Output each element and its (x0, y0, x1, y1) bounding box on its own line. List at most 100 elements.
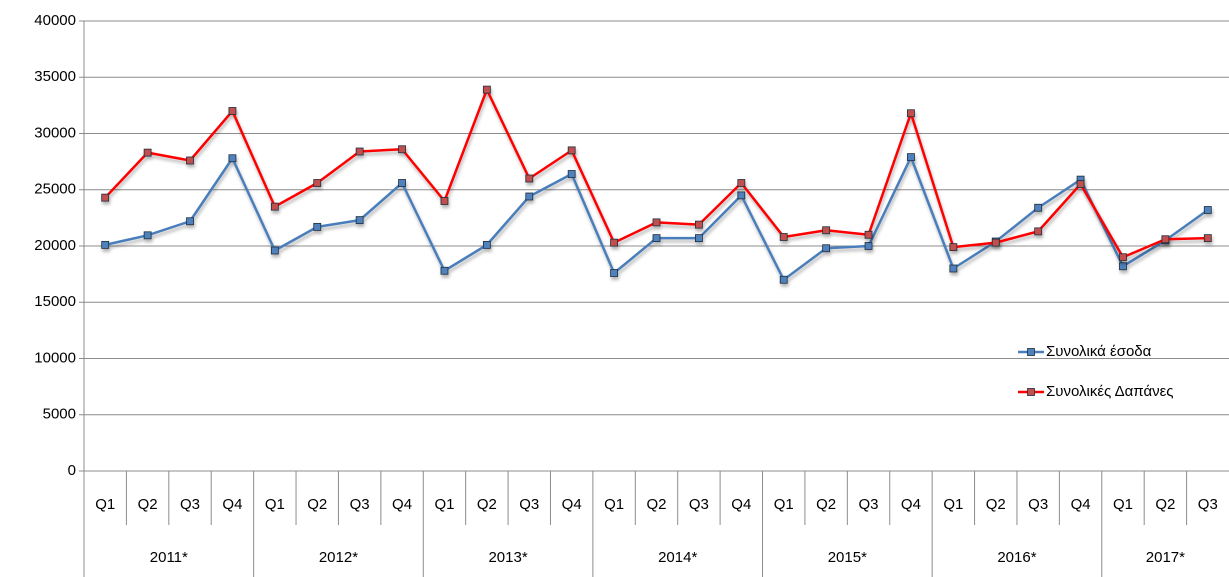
marker (949, 264, 958, 273)
series-line (104, 88, 1208, 259)
x-tick-label: Q1 (1113, 496, 1133, 513)
marker (567, 146, 576, 155)
legend-label: Συνολικά έσοδα (1046, 343, 1152, 360)
x-tick-label: Q4 (222, 496, 242, 513)
x-tick-label: Q2 (816, 496, 836, 513)
x-tick-label: Q2 (138, 496, 158, 513)
marker (398, 179, 406, 187)
marker (440, 266, 449, 275)
marker (737, 179, 746, 187)
marker (440, 197, 449, 205)
legend-marker (1027, 348, 1035, 356)
legend-marker (1027, 388, 1035, 396)
y-tick-label: 10000 (34, 349, 76, 366)
series-line (104, 155, 1209, 281)
marker (101, 240, 110, 249)
marker (567, 170, 576, 178)
marker (143, 231, 152, 240)
series (101, 153, 1212, 284)
marker (779, 275, 788, 284)
marker (525, 192, 534, 201)
x-tick-label: Q3 (859, 496, 879, 513)
marker (1119, 253, 1127, 262)
marker (907, 109, 915, 118)
y-tick-label: 15000 (34, 293, 76, 310)
marker (398, 145, 406, 154)
x-tick-label: Q3 (519, 496, 539, 513)
y-tick-label: 30000 (34, 124, 76, 141)
x-tick-label: Q4 (562, 496, 582, 513)
marker (1203, 206, 1212, 214)
x-tick-label: Q4 (392, 496, 412, 513)
y-tick-label: 40000 (34, 12, 76, 29)
x-group-label: 2014* (658, 549, 697, 566)
x-tick-label: Q3 (689, 496, 709, 513)
marker (864, 230, 873, 239)
marker (143, 148, 152, 157)
marker (482, 85, 491, 94)
x-tick-label: Q1 (604, 496, 624, 513)
x-group-label: 2013* (488, 549, 527, 566)
x-tick-label: Q1 (774, 496, 794, 513)
x-tick-label: Q1 (265, 496, 285, 513)
marker (1076, 180, 1085, 189)
marker (1161, 235, 1170, 244)
marker (695, 234, 703, 243)
marker (652, 234, 661, 243)
x-tick-label: Q2 (307, 496, 327, 513)
marker (525, 174, 534, 183)
marker (779, 233, 788, 241)
y-tick-label: 25000 (34, 181, 76, 198)
y-tick-label: 20000 (34, 237, 76, 254)
marker (652, 218, 661, 227)
x-tick-label: Q3 (180, 496, 200, 513)
marker (228, 107, 237, 115)
marker (270, 202, 279, 211)
marker (355, 147, 364, 156)
x-tick-label: Q3 (1198, 496, 1218, 513)
marker (228, 154, 237, 163)
y-tick-label: 5000 (43, 406, 76, 423)
x-tick-label: Q4 (901, 496, 921, 513)
marker (1203, 234, 1212, 243)
marker (907, 153, 915, 162)
legend-label: Συνολικές Δαπάνες (1046, 383, 1174, 400)
x-group-label: 2015* (828, 549, 867, 566)
x-tick-label: Q4 (731, 496, 751, 513)
series (101, 85, 1212, 262)
marker (1034, 227, 1043, 236)
marker (610, 269, 618, 277)
marker (991, 238, 1000, 247)
x-tick-label: Q1 (943, 496, 963, 513)
marker (186, 217, 194, 226)
marker (822, 226, 831, 235)
x-tick-label: Q2 (646, 496, 666, 513)
marker (822, 244, 831, 253)
y-tick-label: 0 (68, 462, 76, 479)
marker (1034, 203, 1043, 212)
x-tick-label: Q3 (1028, 496, 1048, 513)
marker (864, 242, 873, 250)
marker (313, 179, 322, 187)
marker (610, 238, 618, 247)
marker (737, 191, 746, 200)
x-group-label: 2011* (150, 549, 188, 566)
marker (101, 193, 110, 202)
x-tick-label: Q4 (1071, 496, 1091, 513)
marker (482, 240, 491, 249)
x-group-label: 2012* (319, 549, 358, 566)
x-tick-label: Q1 (434, 496, 454, 513)
y-tick-label: 35000 (34, 68, 76, 85)
x-group-label: 2016* (997, 549, 1036, 566)
x-group-label: 2017* (1146, 549, 1185, 566)
marker (186, 156, 194, 165)
marker (355, 216, 364, 225)
marker (949, 243, 958, 252)
x-tick-label: Q2 (1155, 496, 1175, 513)
x-tick-label: Q3 (350, 496, 370, 513)
x-tick-label: Q2 (477, 496, 497, 513)
marker (1119, 262, 1127, 271)
marker (313, 222, 322, 231)
